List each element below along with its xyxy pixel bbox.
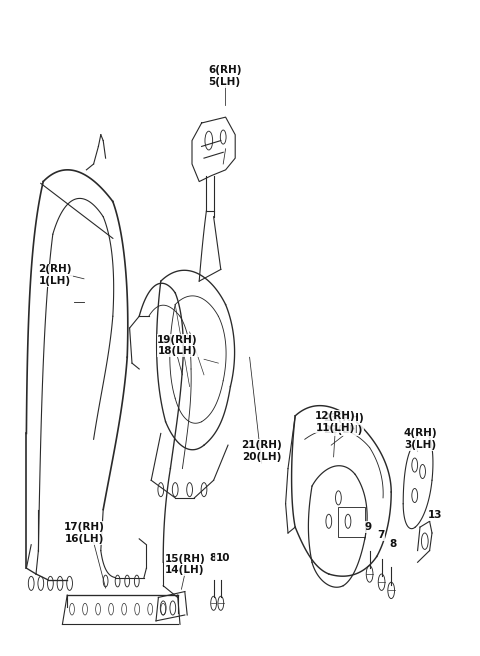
Text: 2(RH)
1(LH): 2(RH) 1(LH) [38,264,72,286]
Text: 12(RH)
11(LH): 12(RH) 11(LH) [315,411,355,432]
Text: 19(RH)
18(LH): 19(RH) 18(LH) [157,335,198,356]
Text: 13: 13 [428,510,443,520]
Text: 7: 7 [377,530,384,541]
Text: 8: 8 [389,539,396,548]
Text: 4(RH)
3(LH): 4(RH) 3(LH) [403,428,437,450]
Text: 10: 10 [216,552,230,563]
Text: 23(RH)
22(LH): 23(RH) 22(LH) [323,413,363,435]
Text: 15(RH)
14(LH): 15(RH) 14(LH) [165,554,205,575]
Text: 9: 9 [364,522,371,532]
Text: 21(RH)
20(LH): 21(RH) 20(LH) [241,440,282,462]
Text: 8: 8 [209,552,216,563]
Text: 17(RH)
16(LH): 17(RH) 16(LH) [63,522,105,544]
Text: 6(RH)
5(LH): 6(RH) 5(LH) [208,66,241,87]
